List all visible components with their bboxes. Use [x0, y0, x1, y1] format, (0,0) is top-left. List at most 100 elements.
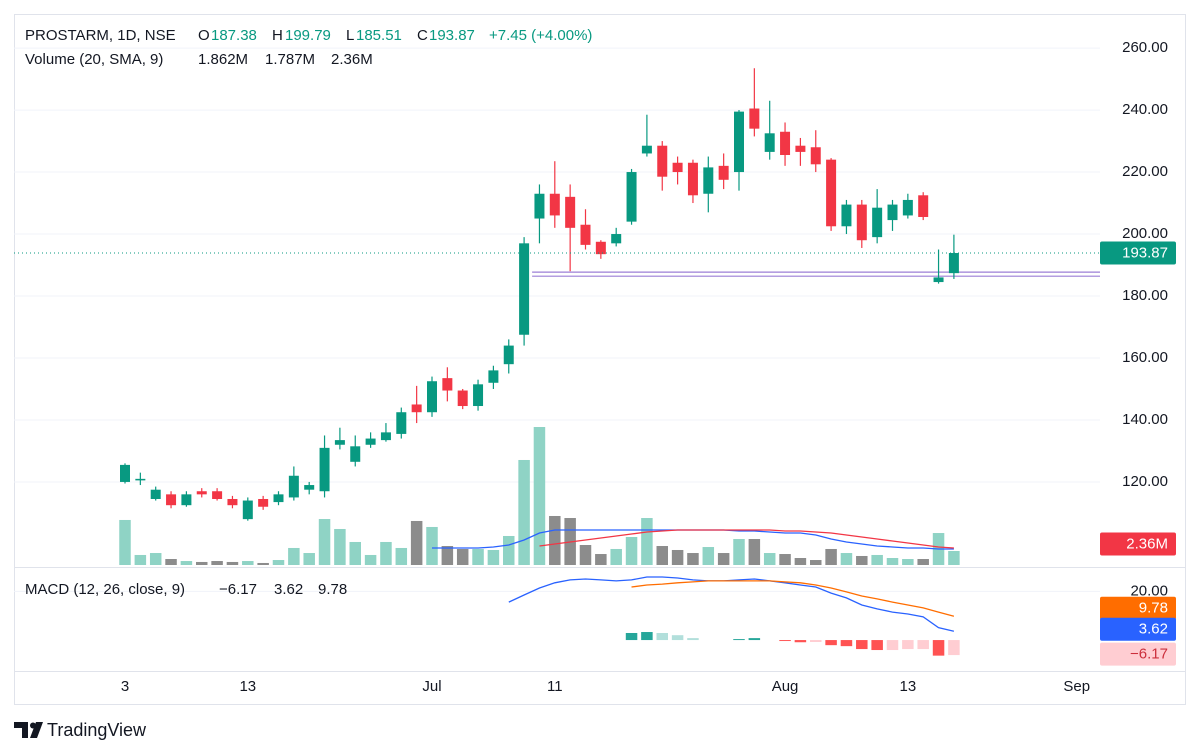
- histogram-bar: [932, 640, 945, 656]
- volume-bar: [825, 548, 837, 565]
- y-tick-label: 120.00: [1122, 473, 1168, 490]
- x-tick-label: 13: [239, 678, 256, 695]
- ohlc-label: C: [417, 27, 428, 44]
- histogram-bar: [948, 640, 960, 656]
- candle-body: [150, 489, 161, 499]
- volume-bar: [533, 427, 546, 565]
- candle-body: [273, 494, 284, 503]
- macd-legend-value: −6.17: [219, 581, 257, 598]
- volume-bar: [902, 559, 914, 565]
- histogram-bar: [641, 632, 653, 641]
- volume-bar: [886, 557, 899, 565]
- macd-title: MACD (12, 26, close, 9): [25, 581, 185, 598]
- candle-body: [780, 131, 791, 156]
- histogram-bar: [840, 640, 853, 647]
- histogram-bar: [825, 640, 837, 646]
- candle-body: [534, 193, 545, 219]
- ohlc-label: O: [198, 27, 210, 44]
- volume-bar: [334, 528, 346, 565]
- volume-bar: [487, 549, 500, 565]
- volume-bar: [134, 554, 147, 565]
- ohlc-value: 193.87: [429, 27, 475, 44]
- histogram-bar: [886, 640, 899, 651]
- volume-bar: [610, 548, 622, 565]
- volume-bar: [380, 541, 392, 565]
- plot-layer: 120.00 140.00 160.00 180.00 200.00 220.00 240.…: [14, 39, 1176, 695]
- candle-body: [795, 145, 806, 152]
- volume-bar: [349, 541, 361, 565]
- volume-bar: [257, 562, 269, 565]
- ohlc-label: H: [272, 27, 283, 44]
- volume-bar: [794, 557, 807, 565]
- candle-body: [319, 447, 330, 492]
- macd-line: [631, 580, 955, 617]
- volume-bar: [840, 553, 853, 565]
- candle-body: [212, 491, 223, 499]
- histogram-label-box: [1100, 642, 1176, 666]
- candle-body: [887, 204, 898, 221]
- histogram-bar: [733, 639, 745, 641]
- volume-bar: [549, 515, 561, 565]
- candle-body: [549, 193, 560, 216]
- volume-bar: [410, 520, 423, 565]
- candle-body: [258, 498, 269, 507]
- candle-body: [826, 159, 837, 227]
- volume-bar: [717, 553, 730, 565]
- candle-body: [196, 491, 207, 495]
- candle-body: [856, 204, 867, 241]
- candle-body: [120, 464, 130, 482]
- y-tick-label: 260.00: [1122, 39, 1168, 56]
- volume-bar: [810, 560, 822, 565]
- volume-bar: [395, 547, 408, 565]
- candle-body: [519, 243, 530, 335]
- histogram-label-text: −6.17: [1130, 646, 1168, 663]
- volume-bar: [733, 539, 745, 565]
- volume-bar: [180, 561, 193, 565]
- candle-body: [626, 172, 637, 222]
- volume-bar: [779, 554, 791, 565]
- macd-label-box: [1100, 617, 1176, 641]
- volume-legend-value: 1.787M: [265, 51, 315, 68]
- candle-body: [918, 195, 929, 217]
- candle-body: [166, 494, 177, 506]
- ohlc-label: L: [346, 27, 354, 44]
- volume-bar: [871, 554, 883, 565]
- volume-bar: [656, 546, 668, 565]
- candle-body: [734, 111, 744, 173]
- volume-bar: [763, 553, 776, 565]
- candle-body: [641, 145, 652, 154]
- y-tick-label: 160.00: [1122, 349, 1168, 366]
- candle-body: [948, 253, 959, 274]
- candle-body: [380, 432, 391, 441]
- histogram-bar: [794, 640, 807, 643]
- brand-logo: TradingView: [14, 720, 147, 740]
- symbol-title: PROSTARM, 1D, NSE: [25, 27, 176, 44]
- candle-body: [488, 370, 499, 383]
- x-tick-label: Aug: [772, 678, 799, 695]
- y-tick-label: 240.00: [1122, 101, 1168, 118]
- legend: PROSTARM, 1D, NSE O 187.38 H 199.79 L 18…: [25, 27, 592, 598]
- x-tick-label: 3: [121, 678, 129, 695]
- volume-bar: [702, 547, 715, 565]
- histogram-bar: [810, 640, 822, 643]
- candle-body: [933, 277, 944, 283]
- volume-bar: [748, 539, 761, 565]
- candle-body: [703, 167, 714, 194]
- frame: [14, 14, 1186, 705]
- x-tick-label: Sep: [1063, 678, 1090, 695]
- candle-body: [427, 381, 437, 413]
- volume-bar: [426, 526, 438, 565]
- x-tick-label: 13: [900, 678, 917, 695]
- volume-bar: [242, 561, 254, 565]
- ohlc-value: 185.51: [356, 27, 402, 44]
- candle-body: [872, 207, 883, 238]
- volume-bar: [272, 560, 285, 565]
- volume-bar: [472, 548, 484, 565]
- candle-body: [304, 485, 315, 490]
- candle-body: [181, 494, 192, 506]
- candle-body: [396, 412, 407, 434]
- ohlc-value: 199.79: [285, 27, 331, 44]
- volume-label-box: [1100, 532, 1176, 556]
- macd-label-text: 3.62: [1139, 621, 1168, 638]
